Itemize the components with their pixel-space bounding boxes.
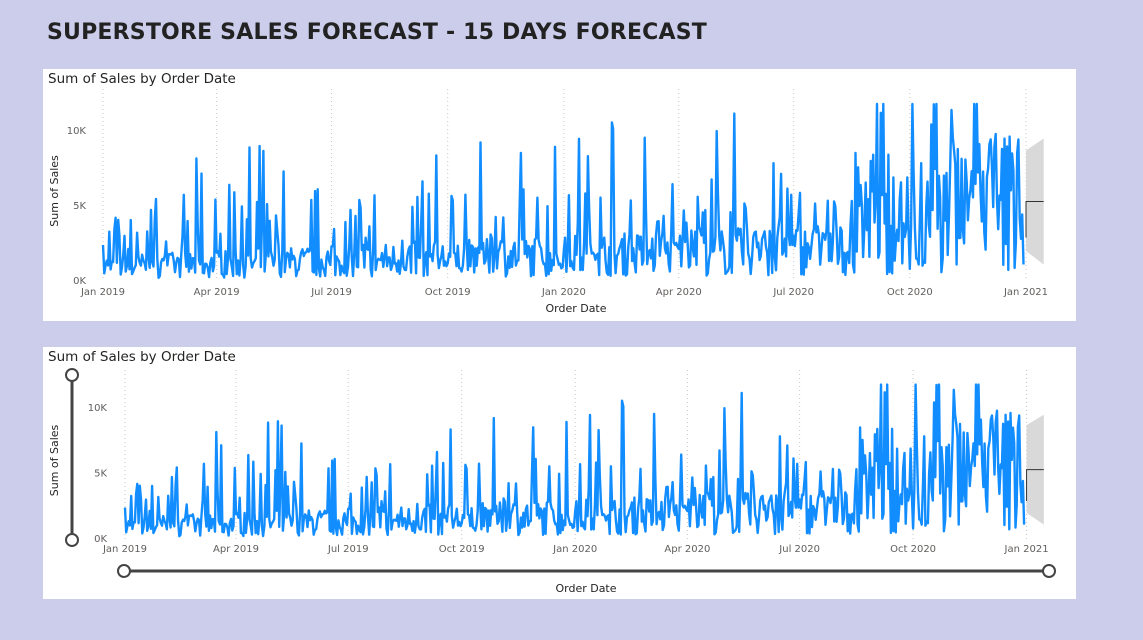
x-tick-label: Jan 2019 — [80, 287, 125, 298]
x-tick-label: Jan 2021 — [1003, 287, 1048, 298]
x-tick-label: Apr 2020 — [656, 287, 702, 298]
y-zoom-handle-top[interactable] — [65, 368, 79, 382]
x-zoom-handle-right[interactable] — [1042, 564, 1056, 578]
x-tick-label: Apr 2020 — [664, 544, 710, 555]
sales-chart-card-1[interactable]: Sum of Sales by Order Date Jan 2019 Apr 2… — [43, 69, 1076, 321]
sales-series-line — [123, 383, 1026, 538]
x-tick-label: Jul 2019 — [327, 544, 369, 555]
forecast-line — [1025, 201, 1044, 238]
x-tick-label: Jan 2021 — [1004, 544, 1049, 555]
sales-chart-card-2[interactable]: Sum of Sales by Order Date Jan 2019 Apr 2… — [43, 347, 1076, 599]
x-tick-label: Oct 2020 — [890, 544, 936, 555]
y-tick-label: 5K — [94, 469, 107, 480]
x-axis-title: Order Date — [555, 582, 616, 595]
x-tick-label: Jul 2020 — [772, 287, 814, 298]
y-tick-label: 10K — [88, 403, 108, 414]
x-zoom-handle-left[interactable] — [117, 564, 131, 578]
y-zoom-handle-bottom[interactable] — [65, 533, 79, 547]
forecast-line — [1026, 469, 1044, 502]
x-tick-label: Jan 2020 — [541, 287, 586, 298]
x-tick-label: Oct 2020 — [887, 287, 933, 298]
sales-series-line — [101, 102, 1025, 279]
x-tick-label: Jul 2019 — [310, 287, 352, 298]
chart-title: Sum of Sales by Order Date — [48, 71, 236, 87]
y-tick-label: 10K — [67, 126, 87, 137]
sales-line-chart-2[interactable]: Jan 2019 Apr 2019 Jul 2019 Oct 2019 Jan 2020… — [43, 347, 1076, 599]
page-title: SUPERSTORE SALES FORECAST - 15 DAYS FORE… — [47, 20, 707, 45]
y-axis-title: Sum of Sales — [48, 424, 61, 496]
x-tick-label: Oct 2019 — [425, 287, 471, 298]
x-tick-label: Jan 2020 — [552, 544, 597, 555]
y-tick-label: 0K — [94, 534, 107, 545]
x-axis-title: Order Date — [545, 302, 606, 315]
x-tick-label: Oct 2019 — [439, 544, 485, 555]
x-tick-label: Apr 2019 — [194, 287, 240, 298]
x-tick-label: Jan 2019 — [102, 544, 147, 555]
chart-title: Sum of Sales by Order Date — [48, 349, 236, 365]
x-tick-label: Apr 2019 — [213, 544, 259, 555]
x-tick-label: Jul 2020 — [778, 544, 820, 555]
y-tick-label: 0K — [73, 276, 86, 287]
sales-line-chart-1[interactable]: Jan 2019 Apr 2019 Jul 2019 Oct 2019 Jan 2020… — [43, 69, 1076, 321]
y-axis-title: Sum of Sales — [48, 155, 61, 227]
y-tick-label: 5K — [73, 201, 86, 212]
